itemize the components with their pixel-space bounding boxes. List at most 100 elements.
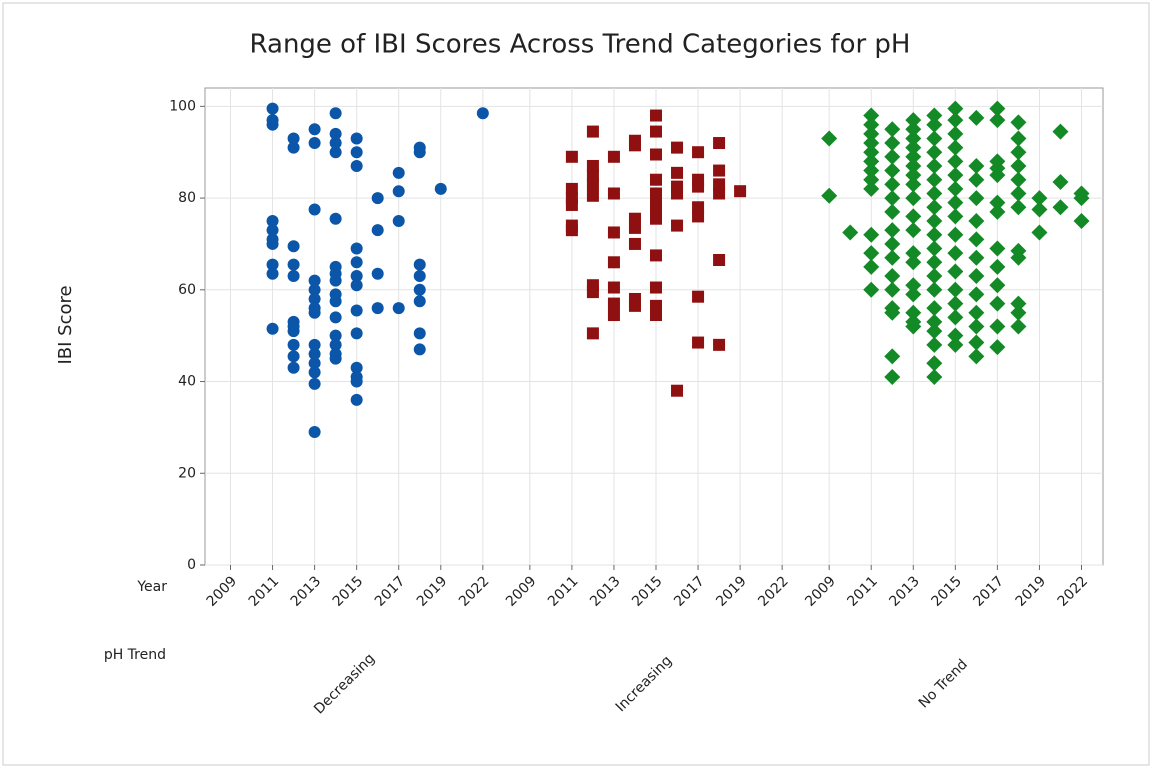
point	[989, 258, 1006, 275]
point	[989, 100, 1006, 117]
point	[329, 274, 342, 287]
point	[650, 109, 662, 122]
point	[926, 368, 943, 385]
point	[905, 304, 922, 321]
point	[476, 107, 489, 120]
point	[713, 164, 726, 177]
point	[863, 245, 880, 262]
point	[266, 322, 279, 335]
point	[947, 327, 964, 344]
point	[350, 304, 363, 317]
point	[413, 295, 426, 308]
point	[968, 171, 985, 188]
point	[884, 148, 901, 165]
point	[692, 146, 705, 159]
point	[586, 178, 599, 191]
point	[968, 213, 985, 230]
point	[329, 338, 342, 351]
point	[713, 253, 726, 266]
point	[863, 135, 880, 152]
point	[371, 224, 384, 237]
point	[287, 338, 300, 351]
point	[413, 146, 426, 159]
point	[287, 132, 300, 145]
point	[863, 281, 880, 298]
point	[947, 336, 964, 353]
point	[392, 215, 405, 228]
point	[392, 302, 405, 315]
point	[713, 187, 726, 200]
point	[308, 357, 321, 370]
point	[905, 167, 922, 184]
point	[650, 125, 662, 138]
point	[1010, 295, 1027, 312]
point	[968, 304, 985, 321]
y-tick-label: 40	[178, 374, 196, 390]
point	[565, 198, 578, 211]
point	[607, 226, 620, 239]
point	[905, 222, 922, 239]
point	[926, 300, 943, 317]
point	[1010, 130, 1027, 147]
point	[650, 212, 662, 225]
point	[350, 146, 363, 159]
point	[308, 123, 321, 136]
point	[308, 338, 321, 351]
point	[989, 318, 1006, 335]
point	[905, 148, 922, 165]
point	[926, 130, 943, 147]
point	[926, 171, 943, 188]
point	[350, 279, 363, 292]
point	[692, 201, 705, 214]
point	[926, 213, 943, 230]
point	[308, 425, 321, 438]
point	[863, 153, 880, 170]
point	[947, 167, 964, 184]
point	[884, 281, 901, 298]
point	[968, 190, 985, 207]
y-tick-label: 20	[178, 465, 196, 481]
point	[863, 144, 880, 161]
point	[905, 208, 922, 225]
point	[989, 240, 1006, 257]
point	[628, 221, 641, 234]
point	[287, 141, 300, 154]
point	[692, 210, 705, 223]
point	[821, 130, 838, 147]
point	[905, 121, 922, 138]
point	[884, 121, 901, 138]
point	[565, 150, 578, 163]
point	[350, 327, 363, 340]
point	[1073, 190, 1090, 207]
point	[308, 203, 321, 216]
point	[628, 299, 641, 312]
point	[350, 132, 363, 145]
point	[905, 157, 922, 174]
point	[947, 139, 964, 156]
point	[1052, 123, 1069, 140]
point	[392, 166, 405, 179]
point	[350, 242, 363, 255]
point	[884, 162, 901, 179]
point	[989, 194, 1006, 211]
point	[968, 334, 985, 351]
point	[884, 203, 901, 220]
point	[266, 118, 279, 131]
point	[692, 336, 705, 349]
point	[863, 116, 880, 133]
point	[287, 350, 300, 363]
point	[968, 268, 985, 285]
point	[884, 135, 901, 152]
point	[926, 281, 943, 298]
point	[926, 107, 943, 124]
point	[607, 187, 620, 200]
point	[884, 368, 901, 385]
point	[266, 237, 279, 250]
point	[308, 274, 321, 287]
point	[1010, 185, 1027, 202]
y-tick-label: 0	[187, 557, 196, 573]
point	[968, 286, 985, 303]
point	[905, 139, 922, 156]
point	[650, 173, 662, 186]
point	[926, 323, 943, 340]
